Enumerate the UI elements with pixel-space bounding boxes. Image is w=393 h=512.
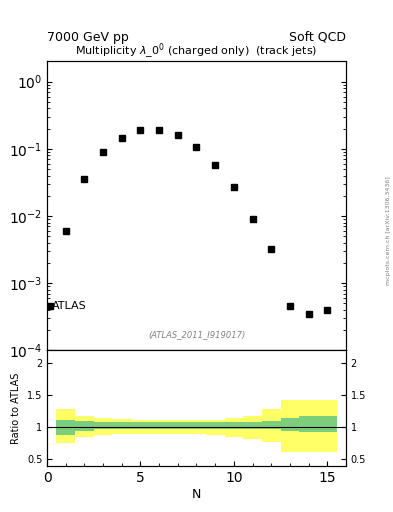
Y-axis label: Ratio to ATLAS: Ratio to ATLAS: [11, 372, 21, 444]
Title: Multiplicity $\lambda\_0^0$ (charged only)  (track jets): Multiplicity $\lambda\_0^0$ (charged onl…: [75, 42, 318, 61]
Text: mcplots.cern.ch [arXiv:1306.3436]: mcplots.cern.ch [arXiv:1306.3436]: [386, 176, 391, 285]
Text: (ATLAS_2011_I919017): (ATLAS_2011_I919017): [148, 330, 245, 339]
X-axis label: N: N: [192, 487, 201, 501]
Text: Soft QCD: Soft QCD: [289, 31, 346, 44]
Text: ATLAS: ATLAS: [52, 302, 87, 311]
Text: 7000 GeV pp: 7000 GeV pp: [47, 31, 129, 44]
